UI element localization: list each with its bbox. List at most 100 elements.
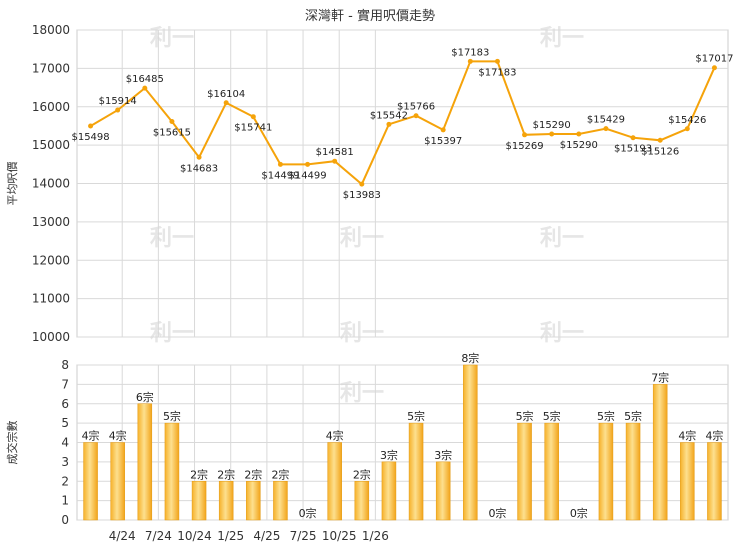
line-y-tick-label: 18000 — [32, 23, 70, 37]
transaction-bar — [463, 364, 478, 521]
transaction-bar — [625, 422, 641, 521]
price-point — [386, 121, 392, 127]
bar-data-label: 5宗 — [597, 409, 615, 423]
transaction-bar — [517, 422, 532, 521]
watermark-text: 利一 — [340, 381, 384, 406]
price-point — [522, 132, 528, 138]
price-point — [630, 135, 636, 141]
price-data-label: $15397 — [424, 136, 462, 147]
x-tick-label: 1/26 — [362, 529, 389, 543]
transaction-bar — [273, 481, 288, 521]
transaction-bar — [83, 442, 98, 521]
price-data-label: $16104 — [207, 89, 245, 100]
transaction-bar — [544, 422, 559, 521]
price-point — [440, 127, 446, 133]
price-point — [169, 119, 175, 125]
transaction-bar — [218, 481, 234, 521]
price-data-label: $15426 — [668, 115, 706, 126]
price-data-label: $15741 — [234, 123, 272, 134]
bar-y-tick-label: 7 — [61, 377, 69, 391]
price-point — [250, 114, 256, 120]
bar-data-label: 5宗 — [163, 409, 181, 423]
price-data-label: $17017 — [695, 54, 733, 65]
line-y-tick-label: 16000 — [32, 100, 70, 114]
transaction-bar — [435, 461, 451, 521]
price-point — [277, 161, 283, 167]
price-line-panel: 10000 11000 12000 13000 14000 15000 16000 17000… — [5, 23, 734, 344]
bar-data-label: 2宗 — [271, 467, 289, 481]
price-data-label: $15542 — [370, 110, 408, 121]
bar-data-label: 5宗 — [516, 409, 534, 423]
price-point — [467, 58, 473, 64]
bar-data-label: 4宗 — [678, 429, 696, 443]
bar-y-tick-label: 6 — [61, 397, 69, 411]
transaction-bar — [137, 403, 153, 521]
price-point — [305, 161, 311, 167]
bar-data-label: 5宗 — [407, 409, 425, 423]
price-point — [142, 85, 148, 91]
bar-data-label: 2宗 — [190, 467, 208, 481]
bar-y-tick-label: 0 — [61, 513, 69, 527]
price-data-label: $15615 — [153, 128, 191, 139]
bar-data-label: 7宗 — [651, 370, 669, 384]
transaction-bar — [381, 461, 397, 521]
line-y-tick-label: 15000 — [32, 138, 70, 152]
chart-title: 深灣軒 - 實用呎價走勢 — [305, 8, 435, 24]
watermark-text: 利一 — [340, 226, 384, 251]
transaction-bar — [652, 384, 668, 521]
price-data-label: $15766 — [397, 102, 435, 113]
bar-data-label: 2宗 — [353, 467, 371, 481]
x-tick-label: 7/24 — [145, 529, 172, 543]
price-point — [359, 181, 365, 187]
price-data-label: $17183 — [451, 47, 489, 58]
x-tick-label: 4/24 — [109, 529, 136, 543]
transaction-bar — [327, 442, 342, 521]
price-data-label: $15429 — [587, 115, 625, 126]
bar-data-label: 6宗 — [136, 390, 154, 404]
price-point — [684, 126, 690, 132]
price-point — [657, 137, 663, 143]
price-point — [711, 65, 717, 71]
transaction-bar-panel: 0 1 2 3 4 5 6 7 8 4/24 7/24 10/24 1/25 4/25 7/25 10/25 1… — [5, 351, 729, 543]
bar-data-label: 3宗 — [380, 448, 398, 462]
x-tick-label: 1/25 — [217, 529, 244, 543]
line-y-tick-label: 13000 — [32, 215, 70, 229]
x-tick-label: 4/25 — [253, 529, 280, 543]
watermark-text: 利一 — [540, 226, 584, 251]
bar-y-tick-label: 3 — [61, 455, 69, 469]
bar-data-label: 4宗 — [82, 429, 100, 443]
watermark-text: 利一 — [150, 226, 194, 251]
bar-data-label: 4宗 — [705, 429, 723, 443]
price-data-label: $15193 — [614, 144, 652, 155]
line-y-tick-label: 12000 — [32, 253, 70, 267]
bar-y-tick-label: 5 — [61, 416, 69, 430]
price-point — [494, 58, 500, 64]
price-data-label: $15126 — [641, 146, 679, 157]
price-point — [576, 131, 582, 137]
price-point — [603, 126, 609, 132]
bar-data-label: 3宗 — [434, 448, 452, 462]
price-data-label: $15914 — [99, 96, 137, 107]
price-point — [196, 154, 202, 160]
price-point — [223, 100, 229, 106]
price-point — [115, 107, 121, 113]
transaction-bar — [680, 442, 695, 521]
price-data-label: $14499 — [261, 170, 299, 181]
price-data-label: $15269 — [505, 141, 543, 152]
x-tick-label: 10/25 — [322, 529, 357, 543]
transaction-bar — [191, 481, 207, 521]
line-y-axis-title: 平均呎價 — [5, 162, 19, 206]
bar-data-label: 4宗 — [326, 429, 344, 443]
price-data-label: $15290 — [560, 140, 598, 151]
transaction-bar — [110, 442, 125, 521]
price-data-label: $14499 — [288, 170, 326, 181]
price-data-label: $14683 — [180, 163, 218, 174]
bar-data-label: 4宗 — [109, 429, 127, 443]
bar-data-label: 5宗 — [543, 409, 561, 423]
transaction-bar — [408, 422, 424, 521]
bar-data-label: 0宗 — [299, 506, 317, 520]
watermark-text: 利一 — [540, 321, 584, 346]
price-data-label: $13983 — [343, 190, 381, 201]
